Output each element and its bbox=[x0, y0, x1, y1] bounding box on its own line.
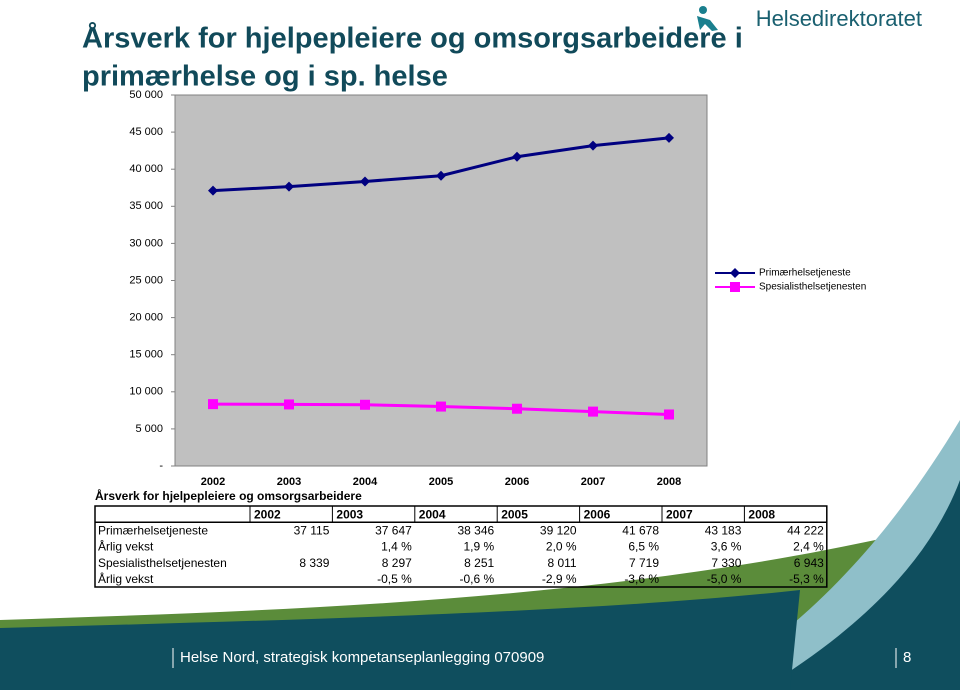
table-cell: 8 251 bbox=[464, 556, 494, 570]
y-tick-label: 35 000 bbox=[129, 200, 163, 212]
table-header: 2005 bbox=[501, 507, 528, 521]
page-number: 8 bbox=[903, 649, 911, 666]
table-cell: -0,6 % bbox=[460, 572, 495, 586]
table-header: 2004 bbox=[419, 507, 446, 521]
x-tick-label: 2006 bbox=[505, 476, 529, 488]
table-cell: 37 647 bbox=[375, 523, 412, 537]
legend-label: Spesialisthelsetjenesten bbox=[759, 282, 866, 293]
marker bbox=[512, 151, 522, 162]
y-tick-label: 15 000 bbox=[129, 349, 163, 361]
title-line: Årsverk for hjelpepleiere og omsorgsarbe… bbox=[82, 22, 743, 55]
teal-shape bbox=[760, 480, 960, 690]
table-title: Årsverk for hjelpepleiere og omsorgsarbe… bbox=[95, 488, 362, 503]
table-cell: -5,0 % bbox=[707, 572, 742, 586]
table-cell: -5,3 % bbox=[789, 572, 824, 586]
legend-marker bbox=[730, 282, 740, 292]
table-row-label: Primærhelsetjeneste bbox=[98, 523, 208, 537]
x-tick-label: 2004 bbox=[353, 476, 378, 488]
x-tick-label: 2005 bbox=[429, 476, 453, 488]
table-row-label: Årlig vekst bbox=[98, 539, 154, 554]
x-tick-label: 2008 bbox=[657, 476, 681, 488]
table-cell: 38 346 bbox=[457, 523, 494, 537]
marker bbox=[360, 399, 370, 410]
y-tick-label: 20 000 bbox=[129, 312, 163, 324]
y-tick-label: - bbox=[159, 460, 163, 472]
x-tick-label: 2002 bbox=[201, 476, 225, 488]
table-cell: 2,0 % bbox=[546, 540, 577, 554]
table-cell: 6,5 % bbox=[628, 540, 659, 554]
table-cell: 43 183 bbox=[705, 523, 742, 537]
table-cell: -2,9 % bbox=[542, 572, 577, 586]
table-cell: 7 330 bbox=[711, 556, 741, 570]
table-cell: 7 719 bbox=[629, 556, 659, 570]
y-tick-label: 25 000 bbox=[129, 274, 163, 286]
marker bbox=[512, 403, 522, 414]
table-border bbox=[94, 505, 828, 588]
y-tick-label: 45 000 bbox=[129, 126, 163, 138]
table-cell: 44 222 bbox=[787, 523, 824, 537]
marker bbox=[436, 401, 446, 412]
marker bbox=[284, 181, 294, 192]
x-tick-label: 2003 bbox=[277, 476, 301, 488]
table-cell: 6 943 bbox=[794, 556, 824, 570]
logo-icon bbox=[697, 6, 718, 31]
table-cell: 8 011 bbox=[547, 556, 576, 570]
logo-text: Helsedirektoratet bbox=[756, 6, 922, 31]
marker bbox=[208, 399, 218, 410]
table-cell: 1,9 % bbox=[464, 540, 495, 554]
y-tick-label: 30 000 bbox=[129, 237, 163, 249]
x-tick-label: 2007 bbox=[581, 476, 605, 488]
marker bbox=[664, 409, 674, 420]
table-cell: 2,4 % bbox=[793, 540, 824, 554]
legend-marker bbox=[730, 268, 740, 278]
table-header: 2006 bbox=[584, 507, 611, 521]
y-tick-label: 40 000 bbox=[129, 163, 163, 175]
table-cell: -0,5 % bbox=[377, 572, 412, 586]
table-cell: -3,6 % bbox=[624, 572, 659, 586]
marker bbox=[208, 185, 218, 196]
table-row-label: Spesialisthelsetjenesten bbox=[98, 556, 227, 570]
table-header: 2008 bbox=[748, 507, 775, 521]
marker bbox=[588, 140, 598, 151]
table-cell: 3,6 % bbox=[711, 540, 742, 554]
legend-label: Primærhelsetjeneste bbox=[759, 268, 851, 279]
table-cell: 8 297 bbox=[382, 556, 412, 570]
table-row-label: Årlig vekst bbox=[98, 571, 154, 586]
footer-text: Helse Nord, strategisk kompetanseplanleg… bbox=[180, 649, 544, 666]
table-header: 2002 bbox=[254, 507, 281, 521]
y-tick-label: 50 000 bbox=[129, 89, 163, 101]
marker bbox=[360, 176, 370, 187]
table-cell: 1,4 % bbox=[381, 540, 412, 554]
table-header: 2003 bbox=[336, 507, 363, 521]
table-header: 2007 bbox=[666, 507, 693, 521]
y-tick-label: 5 000 bbox=[135, 423, 163, 435]
table-cell: 39 120 bbox=[540, 523, 577, 537]
y-tick-label: 10 000 bbox=[129, 386, 163, 398]
marker bbox=[436, 170, 446, 181]
table-cell: 8 339 bbox=[299, 556, 329, 570]
table-cell: 37 115 bbox=[294, 523, 330, 537]
marker bbox=[664, 132, 674, 143]
marker bbox=[284, 399, 294, 410]
table-cell: 41 678 bbox=[622, 523, 659, 537]
marker bbox=[588, 406, 598, 417]
title-line: primærhelse og i sp. helse bbox=[82, 61, 448, 93]
footer-bar bbox=[0, 590, 800, 690]
